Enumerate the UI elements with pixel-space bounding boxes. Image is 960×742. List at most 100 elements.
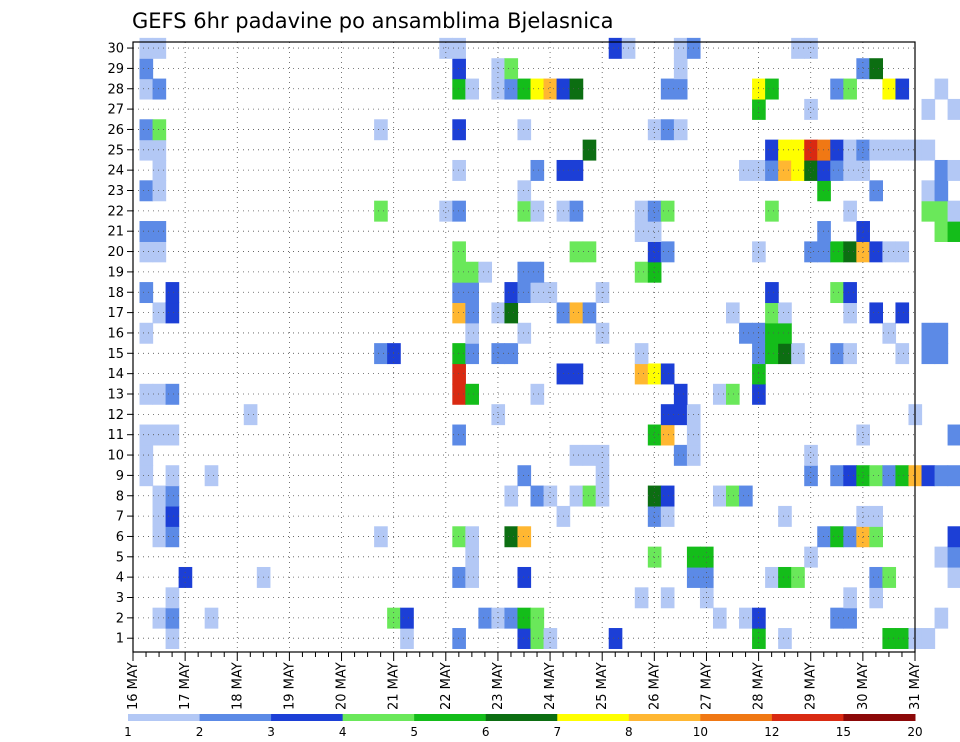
heatmap-cell xyxy=(778,139,792,161)
heatmap-cell xyxy=(647,363,662,385)
heatmap-cell xyxy=(634,587,649,609)
heatmap-cell xyxy=(830,343,844,365)
heatmap-cell xyxy=(765,78,779,100)
heatmap-cell xyxy=(830,607,844,629)
heatmap-cell xyxy=(765,322,779,344)
heatmap-cell xyxy=(517,78,532,100)
heatmap-cell xyxy=(765,282,779,304)
colorbar-label: 4 xyxy=(339,725,347,739)
heatmap-cell xyxy=(582,139,597,161)
heatmap-cell xyxy=(947,200,960,222)
heatmap-cell xyxy=(530,383,545,405)
heatmap-cell xyxy=(452,566,466,588)
y-tick-label: 23 xyxy=(107,184,124,199)
heatmap-cell xyxy=(152,302,167,324)
heatmap-cell xyxy=(452,261,466,283)
heatmap-cell xyxy=(452,200,466,222)
heatmap-cell xyxy=(517,607,532,629)
colorbar-swatch xyxy=(628,714,701,721)
heatmap-cell xyxy=(895,78,910,100)
heatmap-cell xyxy=(465,566,479,588)
heatmap-cell xyxy=(530,607,545,629)
colorbar-label: 8 xyxy=(625,725,633,739)
y-tick-label: 27 xyxy=(107,103,124,118)
heatmap-cell xyxy=(830,159,844,181)
heatmap-cell xyxy=(895,302,910,324)
x-tick-label: 27 MAY xyxy=(699,662,714,710)
heatmap-cell xyxy=(882,465,897,487)
y-tick-label: 24 xyxy=(107,164,124,179)
heatmap-cell xyxy=(504,607,519,629)
heatmap-cell xyxy=(673,383,688,405)
heatmap-cell xyxy=(869,241,884,263)
heatmap-cell xyxy=(569,444,584,466)
heatmap-cell xyxy=(765,343,779,365)
heatmap-cell xyxy=(869,302,884,324)
heatmap-cell xyxy=(830,241,844,263)
heatmap-cell xyxy=(830,282,844,304)
heatmap-cell xyxy=(660,200,675,222)
colorbar-legend: 1 2 3 4 5 6 7 8 10 12 15 20 xyxy=(124,714,923,739)
heatmap-cell xyxy=(778,302,792,324)
heatmap-cell xyxy=(791,37,805,59)
heatmap-cell xyxy=(439,37,453,59)
heatmap-cell xyxy=(739,322,753,344)
colorbar-swatch xyxy=(843,714,916,721)
heatmap-cell xyxy=(465,322,479,344)
heatmap-cell xyxy=(543,628,558,649)
x-tick-label: 17 MAY xyxy=(178,662,193,710)
heatmap-cell xyxy=(804,139,818,161)
heatmap-cell xyxy=(843,465,857,487)
x-tick-label: 22 MAY xyxy=(439,662,454,710)
heatmap-cell xyxy=(634,363,649,385)
heatmap-cell xyxy=(934,465,949,487)
heatmap-cell xyxy=(726,383,740,405)
heatmap-cell xyxy=(452,78,466,100)
heatmap-cell xyxy=(465,282,479,304)
heatmap-cell xyxy=(139,180,154,202)
heatmap-cell xyxy=(582,444,597,466)
heatmap-cell xyxy=(465,383,479,405)
heatmap-cell xyxy=(139,139,154,161)
y-tick-label: 9 xyxy=(116,469,124,484)
heatmap-cell xyxy=(139,383,154,405)
heatmap-cell xyxy=(569,302,584,324)
heatmap-cell xyxy=(374,200,388,222)
y-tick-label: 3 xyxy=(116,591,124,606)
heatmap-cell xyxy=(478,607,493,629)
x-tick-label: 21 MAY xyxy=(387,662,402,710)
heatmap-cell xyxy=(165,424,180,446)
heatmap-cell xyxy=(765,566,779,588)
y-tick-label: 10 xyxy=(107,449,124,464)
heatmap-cell xyxy=(152,139,167,161)
y-tick-label: 21 xyxy=(107,225,124,240)
heatmap-cell xyxy=(804,241,818,263)
heatmap-cell xyxy=(152,119,167,141)
heatmap-cell xyxy=(165,383,180,405)
heatmap-cell xyxy=(817,159,831,181)
heatmap-cell xyxy=(608,37,623,59)
heatmap-cell xyxy=(452,282,466,304)
heatmap-cell xyxy=(895,465,910,487)
heatmap-cell xyxy=(869,505,884,527)
heatmap-cell xyxy=(660,119,675,141)
heatmap-cell xyxy=(452,241,466,263)
y-tick-label: 26 xyxy=(107,123,124,138)
heatmap-cell xyxy=(647,485,662,507)
heatmap-cell xyxy=(152,526,167,548)
heatmap-cell xyxy=(934,78,949,100)
heatmap-cell xyxy=(921,322,936,344)
heatmap-cell xyxy=(204,465,219,487)
heatmap-cell xyxy=(165,485,180,507)
y-tick-label: 6 xyxy=(116,530,124,545)
heatmap-cell xyxy=(569,159,584,181)
heatmap-cell xyxy=(882,78,897,100)
heatmap-cell xyxy=(595,322,610,344)
heatmap-cell xyxy=(569,78,584,100)
y-tick-label: 8 xyxy=(116,489,124,504)
heatmap-cell xyxy=(504,78,519,100)
heatmap-cell xyxy=(374,119,388,141)
heatmap-cell xyxy=(882,241,897,263)
heatmap-cell xyxy=(478,261,493,283)
colorbar-swatch xyxy=(557,714,630,721)
